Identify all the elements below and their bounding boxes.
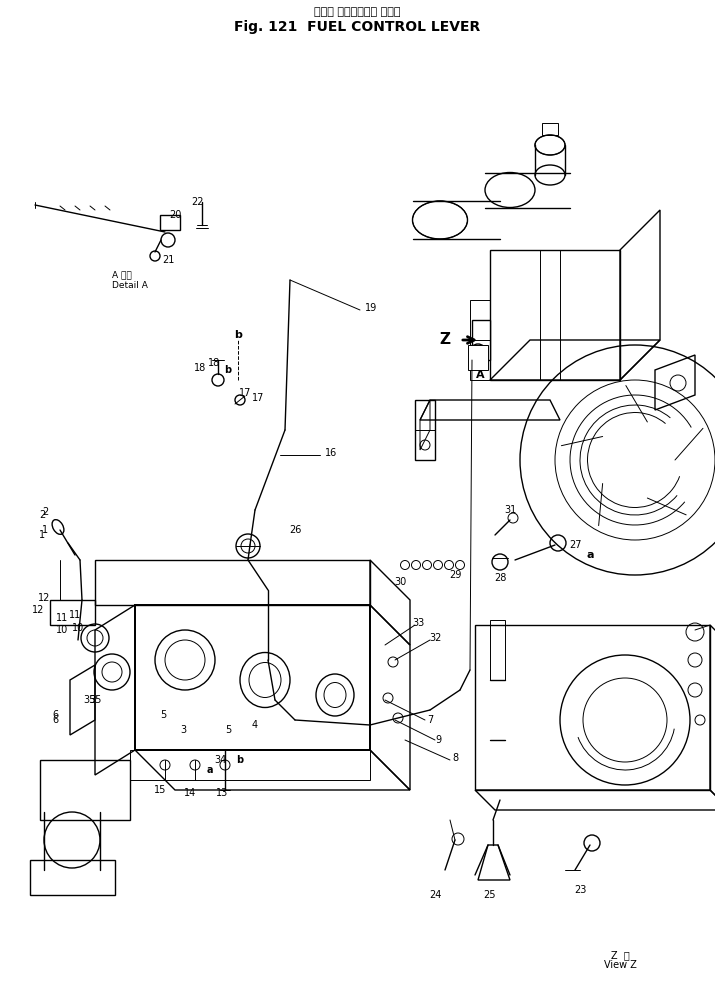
Text: 3: 3 — [180, 725, 186, 735]
Text: 9: 9 — [435, 735, 441, 745]
Text: b: b — [225, 365, 232, 375]
Text: 35: 35 — [84, 695, 97, 705]
Text: Fig. 121  FUEL CONTROL LEVER: Fig. 121 FUEL CONTROL LEVER — [234, 20, 480, 34]
Text: 2: 2 — [42, 507, 48, 517]
Text: 8: 8 — [452, 753, 458, 763]
Text: 10: 10 — [72, 623, 84, 633]
Text: b: b — [234, 330, 242, 340]
Text: 1: 1 — [39, 530, 45, 540]
Text: 18: 18 — [208, 358, 220, 368]
Text: 16: 16 — [325, 448, 337, 458]
Text: 7: 7 — [427, 715, 433, 725]
Text: 25: 25 — [484, 890, 496, 900]
Text: 26: 26 — [289, 525, 301, 535]
Text: 23: 23 — [574, 885, 586, 895]
Text: Z  規: Z 規 — [611, 950, 629, 960]
Text: 20: 20 — [169, 210, 181, 220]
Text: 5: 5 — [225, 725, 231, 735]
Bar — [490, 620, 505, 680]
Text: 4: 4 — [252, 720, 258, 730]
Text: 24: 24 — [429, 890, 441, 900]
Text: 17: 17 — [252, 393, 264, 403]
Text: 29: 29 — [449, 570, 461, 580]
Text: 35: 35 — [89, 695, 102, 705]
Text: A 詳細: A 詳細 — [112, 270, 132, 279]
Bar — [542, 123, 558, 135]
Text: フエル コントロール レバー: フエル コントロール レバー — [314, 7, 400, 17]
Text: 10: 10 — [56, 625, 68, 635]
Text: 2: 2 — [39, 510, 45, 520]
Text: a: a — [207, 765, 213, 775]
Text: 28: 28 — [494, 573, 506, 583]
Text: 18: 18 — [194, 363, 206, 373]
Text: A: A — [475, 370, 484, 380]
Text: 14: 14 — [184, 788, 196, 798]
Text: Detail A: Detail A — [112, 280, 148, 290]
Text: 31: 31 — [504, 505, 516, 515]
Text: 33: 33 — [412, 618, 424, 628]
Polygon shape — [472, 320, 490, 360]
Text: 17: 17 — [239, 388, 251, 398]
Text: 15: 15 — [154, 785, 166, 795]
Text: 21: 21 — [162, 255, 174, 265]
Text: 27: 27 — [568, 540, 581, 550]
Text: View Z: View Z — [603, 960, 636, 970]
Text: 12: 12 — [38, 593, 50, 603]
Text: Z: Z — [439, 332, 450, 348]
Text: 19: 19 — [365, 303, 378, 313]
Text: b: b — [237, 755, 244, 765]
Text: 32: 32 — [429, 633, 441, 643]
Text: 11: 11 — [69, 610, 81, 620]
Text: 11: 11 — [56, 613, 68, 623]
Text: 22: 22 — [192, 197, 204, 207]
Text: 6: 6 — [52, 710, 58, 720]
Polygon shape — [468, 345, 488, 370]
Text: 12: 12 — [31, 605, 44, 615]
Text: 13: 13 — [216, 788, 228, 798]
Text: 6: 6 — [52, 715, 58, 725]
Text: 1: 1 — [42, 525, 48, 535]
Text: a: a — [586, 550, 593, 560]
Bar — [160, 215, 180, 230]
Text: 30: 30 — [394, 577, 406, 587]
Text: 34: 34 — [214, 755, 226, 765]
Text: 5: 5 — [160, 710, 166, 720]
